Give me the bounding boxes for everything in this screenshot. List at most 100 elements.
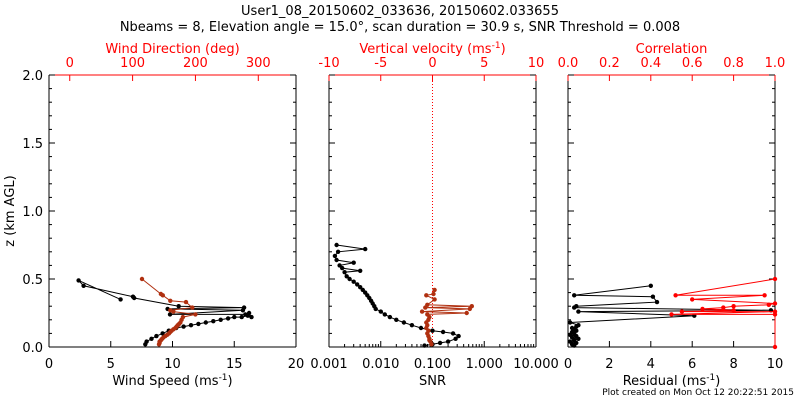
data-point [149,336,154,341]
data-point [378,309,383,314]
x-tick-label: 1.000 [466,357,503,372]
data-point [394,317,399,322]
series-line [671,278,776,347]
data-point [363,246,368,252]
x-tick-label: 6 [688,357,696,372]
data-point [673,293,678,298]
panel-snr: 0.001 0.010 0.100 1.000 10.000 SNR -10 -5 0 5 10 Ve… [310,41,558,389]
data-point [464,310,469,316]
data-point [81,283,86,288]
data-point [332,253,338,259]
top-axis-label: Vertical velocity (ms-1) [359,41,505,57]
panel-residual: 0 2 4 6 8 10 Residual (ms-1) 0.0 0.2 0.4 0.6 0.8 1.0… [558,42,786,389]
data-point [218,317,223,322]
x-tick-label: 10 [164,357,181,372]
data-point [440,329,446,335]
data-point [249,314,254,320]
x-axis-label: SNR [419,374,446,389]
data-point [401,320,407,325]
data-point [419,309,425,314]
x-tick-label: 2 [605,357,613,372]
data-point [241,305,247,310]
x-axis-label: Residual (ms-1) [623,373,721,389]
data-point [576,309,581,314]
data-point [425,302,430,307]
data-point [731,308,736,313]
data-point [246,310,252,316]
data-point [342,270,347,275]
data-point [422,343,427,348]
top-tick-label: 0.4 [640,56,661,71]
x-tick-label: 0.001 [310,357,347,372]
top-tick-label: -5 [374,56,387,71]
data-point [432,297,437,302]
data-point [358,285,363,290]
top-tick-label: 0.8 [723,56,744,71]
data-point [567,339,573,344]
plot-credit: Plot created on Mon Oct 12 20:22:51 2015 [602,388,794,398]
top-tick-label: 0.0 [558,56,579,71]
data-point [160,331,165,336]
data-point [576,323,581,328]
data-point [654,299,660,305]
y-tick-label: 2.0 [22,69,43,84]
top-tick-label: 1.0 [765,56,786,71]
data-point [211,319,216,324]
data-point [772,344,778,350]
data-point [409,323,415,328]
data-point [176,304,181,309]
top-tick-label: 300 [246,56,271,71]
top-tick-label: 0.2 [599,56,620,71]
data-point [347,276,352,282]
data-point [569,325,575,331]
top-tick-label: 0 [428,56,436,71]
data-point [766,302,771,307]
data-point [239,314,244,320]
top-axis-label: Correlation [636,42,708,57]
data-point [193,312,198,317]
data-point [355,282,360,287]
data-point [772,276,778,282]
data-point [679,309,685,314]
data-point [574,304,579,309]
x-axis-label: Wind Speed (ms-1) [112,373,232,389]
data-point [690,297,695,302]
y-tick-label: 0.0 [22,341,43,356]
y-tick-label: 0.5 [22,273,43,288]
data-point [196,321,201,327]
data-point [445,339,451,344]
x-tick-label: 20 [288,357,305,372]
x-tick-label: 8 [729,357,737,372]
top-tick-label: 5 [480,56,488,71]
x-tick-label: 10.000 [513,357,559,372]
data-point [118,297,123,302]
data-point [180,314,186,320]
x-tick-label: 10 [767,357,784,372]
data-point [168,298,173,303]
data-point [183,299,189,305]
data-point [130,294,136,299]
data-point [731,304,736,309]
data-point [351,260,356,265]
top-tick-label: 0 [66,56,74,71]
top-tick-label: 10 [528,56,545,71]
x-tick-label: 0.010 [362,357,399,372]
y-axis-label: z (km AGL) [3,175,18,246]
title-line-1: User1_08_20150602_033636, 20150602.03365… [241,4,559,19]
data-point [188,323,194,328]
top-tick-label: 100 [120,56,145,71]
data-point [650,294,656,299]
data-point [76,278,81,283]
data-point [772,309,778,314]
x-tick-label: 0 [564,357,572,372]
data-point [721,305,726,310]
data-point [358,268,363,273]
top-tick-label: -10 [318,56,339,71]
data-point [387,314,393,320]
data-point [430,328,435,333]
title-line-2: Nbeams = 8, Elevation angle = 15.0°, sca… [119,20,681,35]
top-axis-label: Wind Direction (deg) [105,42,239,57]
data-point [334,257,339,263]
data-point [762,293,767,298]
